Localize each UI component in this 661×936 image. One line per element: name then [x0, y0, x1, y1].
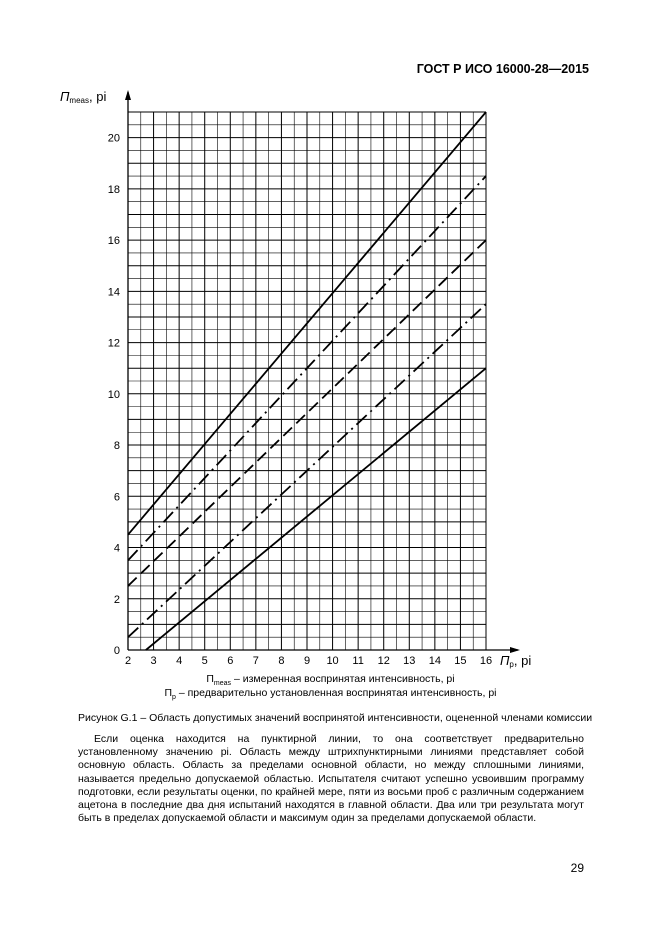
x-tick-label: 4 — [176, 655, 182, 667]
document-header: ГОСТ Р ИСО 16000-28—2015 — [0, 62, 589, 76]
y-tick-label: 12 — [108, 338, 120, 350]
x-axis-label: Пp, pi — [500, 653, 531, 669]
x-tick-label: 2 — [125, 655, 131, 667]
legend-meas-symbol: П — [206, 673, 214, 685]
x-tick-label: 11 — [352, 655, 363, 667]
chart-axes — [125, 90, 520, 653]
x-tick-label: 10 — [326, 655, 338, 667]
y-tick-label: 6 — [114, 491, 120, 503]
y-axis-arrow — [125, 90, 131, 100]
legend-line-meas: Пmeas – измеренная воспринятая интенсивн… — [0, 673, 661, 687]
y-tick-label: 2 — [114, 594, 120, 606]
y-axis-label-unit: , pi — [89, 89, 106, 104]
x-axis-arrow — [510, 647, 520, 653]
body-paragraph: Если оценка находится на пунктирной лини… — [78, 733, 584, 825]
x-axis-label-symbol: П — [500, 653, 510, 668]
x-tick-label: 5 — [202, 655, 208, 667]
x-tick-label: 16 — [480, 655, 492, 667]
x-tick-label: 14 — [429, 655, 441, 667]
legend-line-preset: Пp – предварительно установленная воспри… — [0, 687, 661, 701]
series-line-3 — [127, 239, 487, 587]
y-tick-label: 8 — [114, 440, 120, 452]
legend-preset-sub: p — [172, 694, 176, 702]
legend-preset-symbol: П — [164, 687, 173, 699]
y-tick-label: 14 — [108, 286, 120, 298]
x-tick-label: 3 — [151, 655, 157, 667]
y-tick-label: 18 — [108, 184, 120, 196]
y-tick-label: 10 — [108, 389, 120, 401]
legend-meas-sub: meas — [213, 680, 232, 688]
x-tick-label: 15 — [454, 655, 466, 667]
y-axis-label: Пmeas, pi — [60, 89, 106, 105]
legend-preset-text: – предварительно установленная воспринят… — [175, 687, 497, 699]
legend-meas-text: – измеренная воспринятая интенсивность, … — [231, 673, 455, 685]
chart: 2 3 4 5 6 7 8 9 10 11 12 13 14 15 1602468101214161820 … — [60, 89, 531, 669]
series-line-2 — [127, 175, 487, 561]
y-tick-label: 0 — [114, 645, 120, 657]
y-axis-label-sub: meas — [69, 96, 89, 105]
chart-container: 2 3 4 5 6 7 8 9 10 11 12 13 14 15 16 0 2 4 6 8 10 12 14 16 18 20 … — [60, 89, 531, 669]
x-axis-label-unit: , pi — [514, 653, 531, 668]
chart-grid — [127, 111, 487, 651]
y-tick-label: 4 — [114, 543, 120, 555]
x-tick-label: 13 — [403, 655, 415, 667]
chart-series — [127, 111, 487, 651]
standard-code: ГОСТ Р ИСО 16000-28—2015 — [416, 62, 589, 76]
page-number: 29 — [570, 861, 584, 875]
y-tick-label: 20 — [108, 133, 120, 145]
series-line-5 — [145, 367, 487, 651]
y-tick-label: 16 — [108, 235, 120, 247]
series-line-4 — [127, 303, 487, 638]
y-axis-label-symbol: П — [60, 89, 70, 104]
x-tick-label: 8 — [278, 655, 284, 667]
x-tick-label: 6 — [227, 655, 233, 667]
x-axis-label-sub: p — [509, 660, 514, 669]
figure-caption: Рисунок G.1 – Область допустимых значени… — [78, 712, 593, 724]
series-line-1 — [127, 111, 487, 536]
x-tick-label: 12 — [378, 655, 390, 667]
x-tick-label: 9 — [304, 655, 310, 667]
x-tick-label: 7 — [253, 655, 259, 667]
